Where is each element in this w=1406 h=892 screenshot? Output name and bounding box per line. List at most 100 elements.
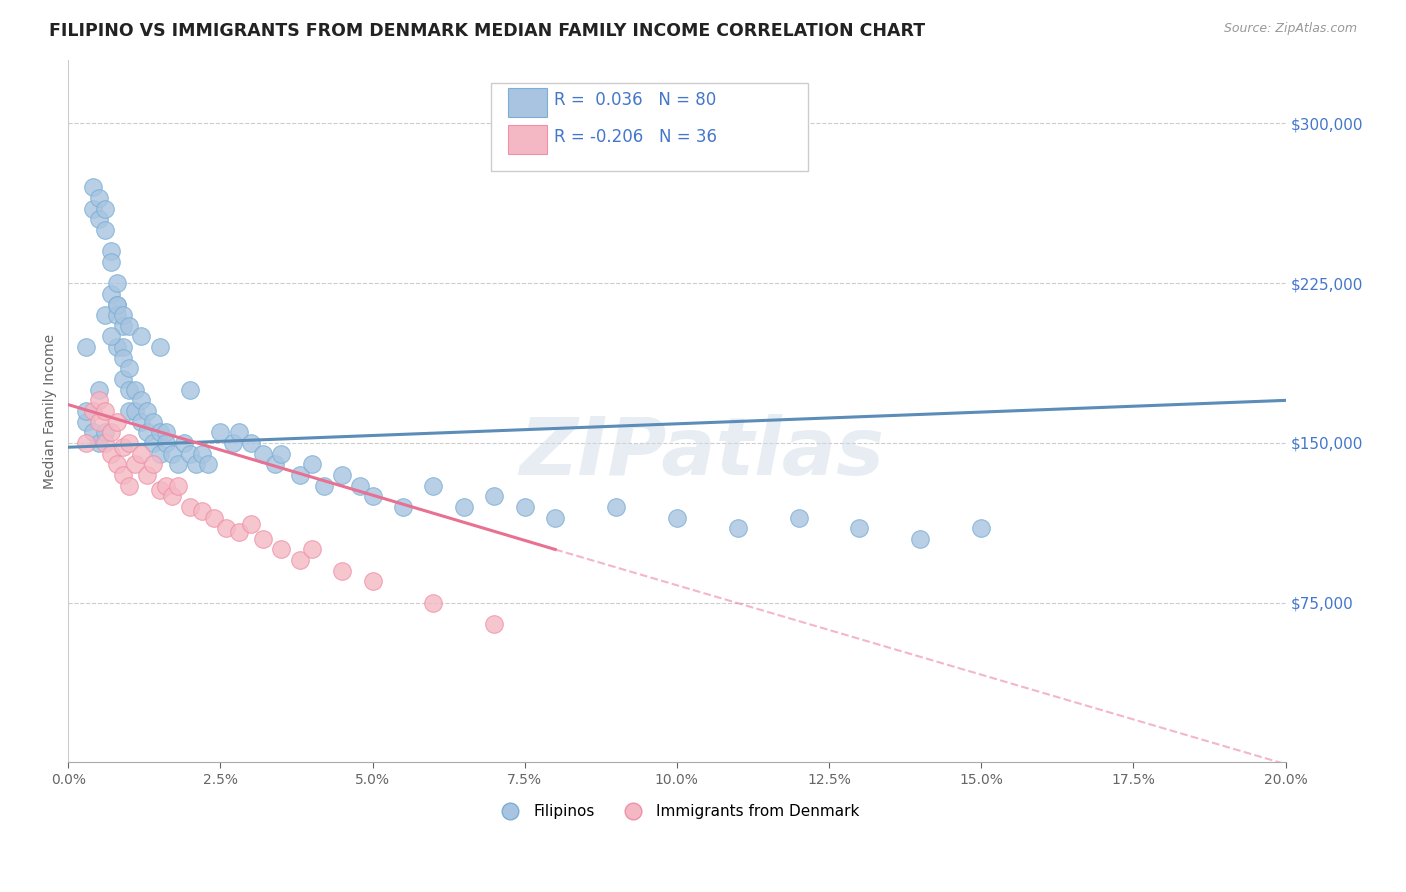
Point <box>160 447 183 461</box>
Point <box>124 404 146 418</box>
Point <box>301 457 323 471</box>
Point <box>136 425 159 440</box>
Point <box>82 404 104 418</box>
Point <box>100 425 122 440</box>
Point <box>252 532 274 546</box>
Point <box>87 383 110 397</box>
Point <box>264 457 287 471</box>
Point <box>111 440 134 454</box>
Point <box>665 510 688 524</box>
Point <box>87 436 110 450</box>
Point <box>848 521 870 535</box>
Point <box>105 297 128 311</box>
Point <box>148 340 170 354</box>
Point <box>179 383 201 397</box>
Point <box>118 361 141 376</box>
Point <box>105 457 128 471</box>
Point <box>87 191 110 205</box>
Point <box>155 436 177 450</box>
Point <box>105 340 128 354</box>
Point <box>361 574 384 589</box>
Point <box>124 383 146 397</box>
Point <box>87 393 110 408</box>
Text: R =  0.036   N = 80: R = 0.036 N = 80 <box>554 91 716 109</box>
Point <box>94 308 117 322</box>
Point <box>136 467 159 482</box>
Point <box>727 521 749 535</box>
Point <box>82 202 104 216</box>
Point <box>166 478 188 492</box>
Point <box>288 553 311 567</box>
Point <box>111 372 134 386</box>
Point <box>166 457 188 471</box>
Point <box>129 393 152 408</box>
Point <box>910 532 932 546</box>
Point <box>422 596 444 610</box>
Point <box>228 425 250 440</box>
Point <box>82 425 104 440</box>
Point <box>129 415 152 429</box>
Point <box>787 510 810 524</box>
Point <box>179 500 201 514</box>
Point <box>184 457 207 471</box>
Point <box>484 489 506 503</box>
Point <box>118 436 141 450</box>
Point <box>270 447 292 461</box>
Point <box>270 542 292 557</box>
Point <box>239 516 262 531</box>
Point <box>330 467 353 482</box>
FancyBboxPatch shape <box>491 84 808 170</box>
Point <box>239 436 262 450</box>
Point <box>118 478 141 492</box>
Point <box>87 415 110 429</box>
Point <box>94 202 117 216</box>
Point <box>215 521 238 535</box>
FancyBboxPatch shape <box>508 87 547 117</box>
Text: R = -0.206   N = 36: R = -0.206 N = 36 <box>554 128 717 146</box>
Point <box>111 318 134 333</box>
Point <box>228 525 250 540</box>
Point <box>422 478 444 492</box>
Legend: Filipinos, Immigrants from Denmark: Filipinos, Immigrants from Denmark <box>489 797 865 825</box>
Point <box>173 436 195 450</box>
Point <box>605 500 627 514</box>
Point <box>155 478 177 492</box>
Point <box>453 500 475 514</box>
Point <box>513 500 536 514</box>
Point <box>129 329 152 343</box>
Point <box>288 467 311 482</box>
Point <box>111 340 134 354</box>
Point <box>142 436 165 450</box>
Point <box>111 308 134 322</box>
Point <box>124 457 146 471</box>
Point <box>484 617 506 632</box>
Point <box>155 425 177 440</box>
Point <box>544 510 567 524</box>
Point <box>197 457 219 471</box>
Point <box>148 447 170 461</box>
Point <box>252 447 274 461</box>
Point <box>970 521 993 535</box>
Point <box>221 436 243 450</box>
Point <box>118 383 141 397</box>
Point <box>349 478 371 492</box>
Point <box>105 277 128 291</box>
Point <box>100 329 122 343</box>
Point <box>142 457 165 471</box>
Point <box>76 404 98 418</box>
Point <box>111 351 134 365</box>
Text: Source: ZipAtlas.com: Source: ZipAtlas.com <box>1223 22 1357 36</box>
Point <box>82 180 104 194</box>
Point <box>105 308 128 322</box>
Point <box>191 447 214 461</box>
Point <box>179 447 201 461</box>
Point <box>111 467 134 482</box>
Point <box>148 483 170 497</box>
Point <box>94 404 117 418</box>
Point <box>136 404 159 418</box>
Point <box>312 478 335 492</box>
Point <box>76 415 98 429</box>
Point <box>209 425 232 440</box>
Point <box>330 564 353 578</box>
Point <box>191 504 214 518</box>
